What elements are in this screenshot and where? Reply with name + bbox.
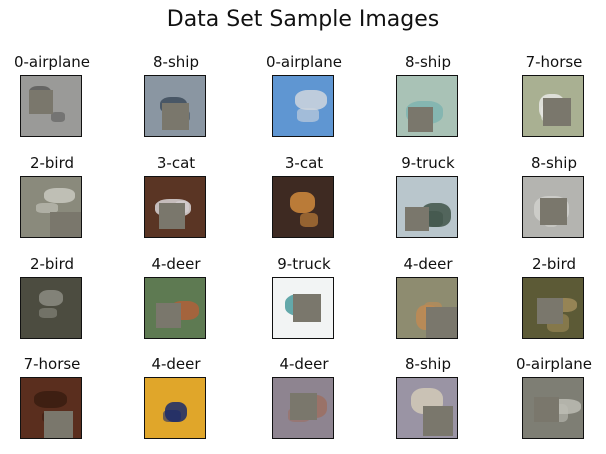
sample-cell: 3-cat (121, 153, 231, 253)
sample-label: 9-truck (277, 255, 331, 273)
sample-cell: 0-airplane (249, 52, 359, 152)
sample-image (20, 377, 82, 439)
figure-title: Data Set Sample Images (166, 7, 440, 32)
sample-image (144, 176, 206, 238)
sample-label: 2-bird (29, 255, 75, 273)
sample-cell: 4-deer (373, 254, 483, 354)
sample-cell: 9-truck (373, 153, 483, 253)
sample-label: 7-horse (23, 355, 81, 373)
sample-image (522, 277, 584, 339)
occlusion-patch (423, 406, 453, 436)
image-content (39, 308, 57, 318)
sample-label: 9-truck (401, 154, 455, 172)
image-content (44, 188, 75, 203)
sample-image (144, 277, 206, 339)
image-content (300, 213, 318, 227)
occlusion-patch (405, 207, 429, 231)
occlusion-patch (534, 397, 559, 422)
sample-cell: 3-cat (249, 153, 359, 253)
sample-image (522, 377, 584, 439)
sample-cell: 4-deer (249, 354, 359, 454)
sample-cell: 7-horse (0, 354, 107, 454)
occlusion-patch (156, 303, 181, 328)
occlusion-patch (159, 203, 185, 229)
sample-cell: 0-airplane (499, 354, 606, 454)
occlusion-patch (537, 298, 563, 324)
sample-label: 3-cat (156, 154, 196, 172)
sample-image (20, 176, 82, 238)
occlusion-patch (290, 393, 317, 420)
sample-label: 8-ship (405, 53, 451, 71)
sample-cell: 2-bird (499, 254, 606, 354)
occlusion-patch (540, 198, 567, 225)
occlusion-patch (50, 212, 81, 237)
sample-image (144, 75, 206, 137)
sample-image (396, 176, 458, 238)
sample-cell: 8-ship (121, 52, 231, 152)
occlusion-patch (44, 411, 73, 438)
sample-image (396, 75, 458, 137)
image-content (295, 90, 327, 110)
sample-image (20, 277, 82, 339)
sample-image (272, 377, 334, 439)
sample-label: 4-deer (151, 355, 201, 373)
image-content (36, 203, 58, 213)
sample-label: 0-airplane (515, 355, 593, 373)
sample-cell: 2-bird (0, 153, 107, 253)
sample-cell: 4-deer (121, 254, 231, 354)
sample-image (272, 176, 334, 238)
sample-image (272, 75, 334, 137)
sample-image (522, 75, 584, 137)
occlusion-patch (293, 294, 321, 322)
sample-label: 7-horse (525, 53, 583, 71)
sample-label: 0-airplane (265, 53, 343, 71)
occlusion-patch (543, 98, 571, 126)
sample-cell: 8-ship (373, 354, 483, 454)
image-content (290, 192, 315, 213)
sample-cell: 0-airplane (0, 52, 107, 152)
sample-cell: 8-ship (373, 52, 483, 152)
sample-cell: 2-bird (0, 254, 107, 354)
sample-label: 8-ship (531, 154, 577, 172)
sample-image (272, 277, 334, 339)
sample-label: 8-ship (153, 53, 199, 71)
sample-label: 0-airplane (13, 53, 91, 71)
sample-label: 4-deer (279, 355, 329, 373)
sample-label: 4-deer (151, 255, 201, 273)
sample-image (396, 377, 458, 439)
image-content (34, 391, 67, 408)
sample-cell: 9-truck (249, 254, 359, 354)
sample-cell: 7-horse (499, 52, 606, 152)
occlusion-patch (29, 90, 53, 114)
sample-label: 2-bird (531, 255, 577, 273)
sample-image (522, 176, 584, 238)
sample-cell: 8-ship (499, 153, 606, 253)
sample-image (396, 277, 458, 339)
occlusion-patch (408, 107, 433, 132)
image-content (297, 108, 319, 122)
sample-cell: 4-deer (121, 354, 231, 454)
occlusion-patch (426, 307, 457, 338)
sample-image (20, 75, 82, 137)
sample-label: 3-cat (284, 154, 324, 172)
occlusion-patch (162, 103, 189, 130)
sample-image (144, 377, 206, 439)
image-content (39, 290, 63, 306)
sample-label: 8-ship (405, 355, 451, 373)
sample-label: 2-bird (29, 154, 75, 172)
image-content (163, 410, 181, 422)
sample-label: 4-deer (403, 255, 453, 273)
image-content (51, 112, 65, 122)
